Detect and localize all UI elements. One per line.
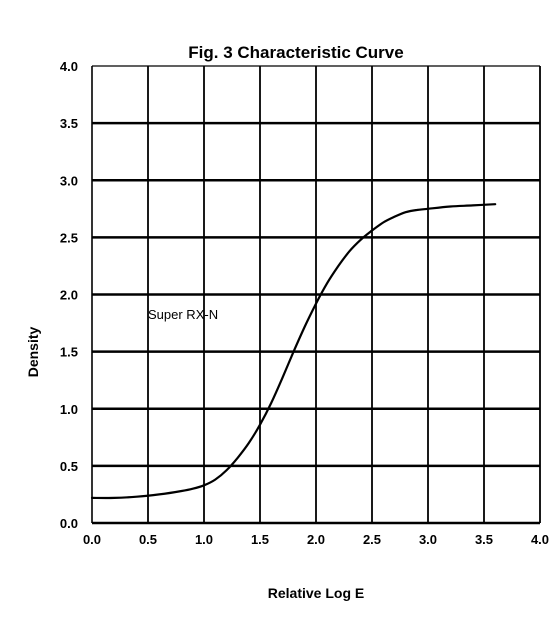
x-tick-label: 3.5	[475, 532, 493, 547]
y-tick-labels: 0.0 0.5 1.0 1.5 2.0 2.5 3.0 3.5 4.0	[60, 59, 78, 531]
x-tick-label: 0.0	[83, 532, 101, 547]
series-line	[90, 203, 497, 500]
y-tick-label: 4.0	[60, 59, 78, 74]
x-tick-label: 2.5	[363, 532, 381, 547]
chart-title: Fig. 3 Characteristic Curve	[188, 43, 403, 62]
x-tick-labels: 0.0 0.5 1.0 1.5 2.0 2.5 3.0 3.5 4.0	[83, 532, 549, 547]
y-tick-label: 1.5	[60, 345, 78, 360]
y-tick-label: 2.5	[60, 230, 78, 245]
x-tick-label: 2.0	[307, 532, 325, 547]
series-annotation: Super RX-N	[148, 307, 218, 322]
y-tick-label: 2.0	[60, 288, 78, 303]
y-axis-label: Density	[25, 327, 41, 378]
y-tick-label: 3.0	[60, 173, 78, 188]
y-tick-label: 0.5	[60, 459, 78, 474]
annotations: Super RX-N	[148, 307, 218, 322]
x-tick-label: 4.0	[531, 532, 549, 547]
y-tick-label: 0.0	[60, 516, 78, 531]
x-axis-label: Relative Log E	[268, 585, 364, 601]
y-tick-label: 3.5	[60, 116, 78, 131]
series-layer	[90, 203, 497, 500]
x-tick-label: 1.0	[195, 532, 213, 547]
grid	[91, 65, 541, 525]
x-tick-label: 1.5	[251, 532, 269, 547]
y-tick-label: 1.0	[60, 402, 78, 417]
x-tick-label: 3.0	[419, 532, 437, 547]
x-tick-label: 0.5	[139, 532, 157, 547]
